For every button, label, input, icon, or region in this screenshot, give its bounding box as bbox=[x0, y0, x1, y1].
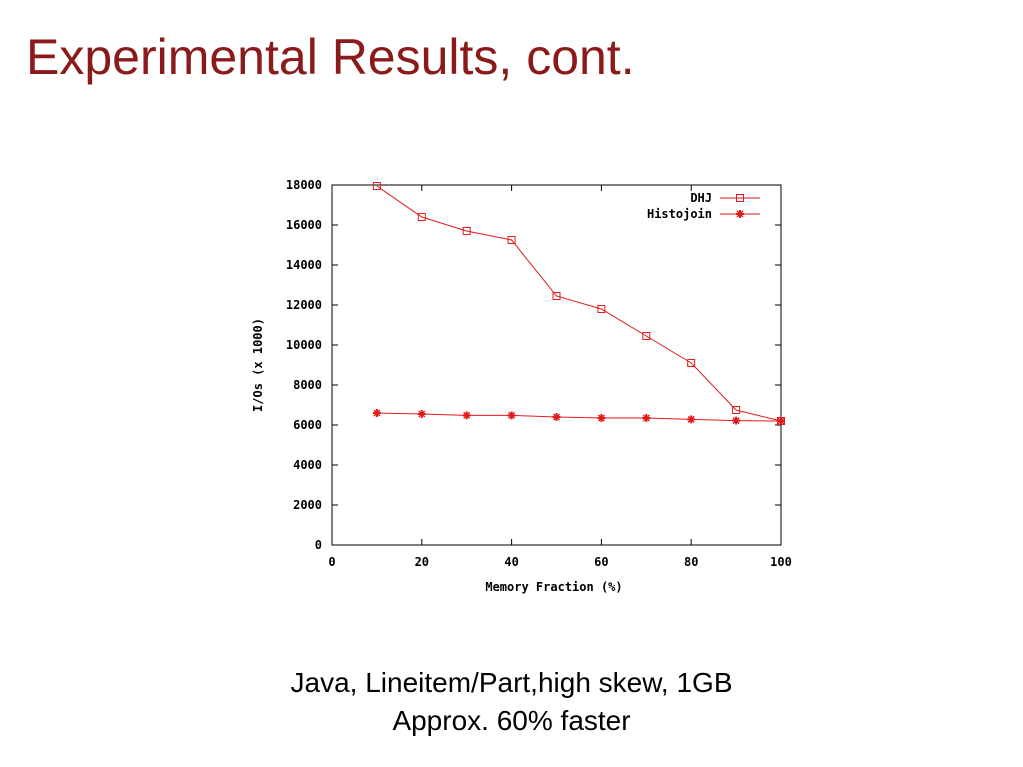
y-tick-label: 16000 bbox=[286, 218, 322, 232]
x-axis: 0 20 40 60 80 100 bbox=[328, 185, 792, 569]
marker-stroke bbox=[732, 417, 740, 425]
caption-line-2: Approx. 60% faster bbox=[392, 705, 631, 736]
series-layer bbox=[372, 182, 785, 425]
legend-marker-histojoin bbox=[736, 210, 744, 218]
slide-title: Experimental Results, cont. bbox=[26, 29, 635, 85]
plot-border bbox=[331, 184, 782, 546]
marker-stroke bbox=[418, 410, 426, 418]
legend: DHJ Histojoin bbox=[647, 191, 760, 221]
data-point-dhj bbox=[552, 292, 561, 300]
y-tick-label: 10000 bbox=[286, 338, 322, 352]
data-point-dhj bbox=[642, 332, 651, 340]
x-tick-label: 0 bbox=[328, 555, 335, 569]
marker-stroke bbox=[373, 409, 381, 417]
data-point-dhj bbox=[417, 213, 426, 221]
legend-marker-dhj bbox=[736, 194, 744, 202]
marker-stroke bbox=[687, 415, 695, 423]
caption-line-1: Java, Lineitem/Part,high skew, 1GB bbox=[290, 667, 733, 698]
data-point-histojoin bbox=[687, 415, 696, 424]
data-point-dhj bbox=[597, 305, 606, 313]
data-point-dhj bbox=[687, 359, 696, 367]
x-tick-label: 40 bbox=[504, 555, 518, 569]
y-tick-label: 18000 bbox=[286, 178, 322, 192]
y-tick-label: 0 bbox=[315, 538, 322, 552]
y-axis-label: I/Os (x 1000) bbox=[251, 318, 265, 412]
marker-stroke bbox=[777, 417, 785, 425]
data-point-histojoin bbox=[417, 410, 426, 418]
marker-stroke bbox=[736, 210, 744, 218]
y-tick-label: 12000 bbox=[286, 298, 322, 312]
marker-stroke bbox=[597, 414, 605, 422]
data-point-histojoin bbox=[507, 411, 516, 420]
data-point-dhj bbox=[732, 406, 741, 414]
data-point-histojoin bbox=[597, 414, 606, 422]
data-point-histojoin bbox=[777, 417, 785, 425]
data-point-histojoin bbox=[552, 413, 561, 421]
x-axis-label: Memory Fraction (%) bbox=[485, 580, 622, 594]
data-point-histojoin bbox=[462, 411, 471, 420]
x-tick-label: 80 bbox=[684, 555, 698, 569]
y-tick-label: 8000 bbox=[293, 378, 322, 392]
data-point-histojoin bbox=[642, 414, 651, 422]
plot-frame bbox=[331, 184, 782, 546]
y-tick-label: 4000 bbox=[293, 458, 322, 472]
marker-stroke bbox=[463, 411, 471, 419]
y-tick-label: 6000 bbox=[293, 418, 322, 432]
marker-stroke bbox=[508, 411, 516, 419]
marker-stroke bbox=[642, 414, 650, 422]
y-tick-label: 14000 bbox=[286, 258, 322, 272]
data-point-dhj bbox=[372, 182, 381, 190]
series-line-histojoin bbox=[376, 412, 782, 422]
data-point-histojoin bbox=[732, 416, 741, 425]
legend-label-histojoin: Histojoin bbox=[647, 207, 712, 221]
data-point-dhj bbox=[507, 236, 516, 244]
y-tick-label: 2000 bbox=[293, 498, 322, 512]
y-axis: 0 2000 4000 6000 8000 10000 12000 14000 16000 180… bbox=[286, 178, 781, 552]
x-tick-label: 100 bbox=[770, 555, 792, 569]
data-point-dhj bbox=[462, 227, 471, 235]
marker-stroke bbox=[552, 413, 561, 421]
legend-label-dhj: DHJ bbox=[690, 191, 712, 205]
x-tick-label: 60 bbox=[594, 555, 608, 569]
data-point-histojoin bbox=[372, 409, 381, 417]
x-tick-label: 20 bbox=[415, 555, 429, 569]
series-line-dhj bbox=[376, 185, 782, 422]
line-chart: 0 20 40 60 80 100 0 2000 4000 6000 8000 10000 12000… bbox=[251, 178, 792, 594]
